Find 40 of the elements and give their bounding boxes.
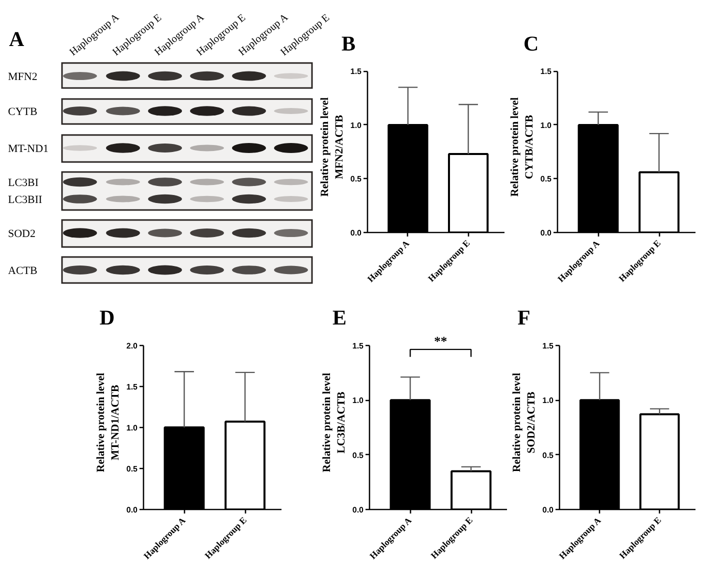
y-axis-title: Relative protein level SOD2/ACTB (510, 372, 538, 472)
y-axis-title: Relative protein level MFN2/ACTB (318, 97, 346, 197)
y-tick-label: 0.5 (542, 450, 554, 460)
y-tick-label: 1.5 (540, 67, 552, 76)
text: CYTB (8, 106, 38, 118)
chart-title: B (342, 32, 356, 56)
annotation: ** (434, 333, 448, 348)
y-tick-label: 0.5 (540, 174, 552, 184)
text: ACTB (8, 265, 38, 277)
y-axis-title: Relative protein level LC3B/ACTB (320, 372, 348, 472)
y-tick-label: 0.5 (352, 450, 364, 460)
chart-title: D (100, 306, 115, 330)
text: MT-ND1 (8, 143, 49, 155)
y-tick-label: 1.0 (352, 396, 364, 406)
y-tick-label: 0.0 (350, 228, 362, 238)
y-tick-label: 0.5 (350, 174, 362, 184)
y-tick-label: 1.5 (126, 382, 138, 392)
y-tick-label: 1.5 (352, 341, 364, 350)
y-tick-label: 1.0 (542, 396, 554, 406)
y-axis-title: Relative protein level MT-ND1/ACTB (94, 372, 122, 472)
y-tick-label: 0.0 (126, 506, 138, 514)
y-tick-label: 0.0 (542, 506, 554, 514)
y-tick-label: 1.5 (542, 341, 554, 350)
y-tick-label: 0.0 (540, 228, 552, 238)
text: SOD2 (8, 228, 36, 240)
text: LC3BII (8, 194, 43, 206)
y-tick-label: 1.0 (350, 120, 362, 130)
y-tick-label: 1.0 (126, 423, 138, 432)
chart-title: F (518, 306, 530, 330)
y-tick-label: 1.0 (540, 120, 552, 130)
y-tick-label: 1.5 (350, 67, 362, 76)
y-tick-label: 0.5 (126, 464, 138, 474)
chart-title: C (524, 32, 539, 56)
text: A (9, 27, 25, 51)
chart-title: E (332, 306, 347, 330)
y-tick-label: 2.0 (126, 341, 138, 350)
text: MFN2 (8, 71, 38, 83)
y-axis-title: Relative protein level CYTB/ACTB (508, 97, 536, 197)
y-tick-label: 0.0 (352, 506, 364, 514)
text: LC3BI (8, 177, 39, 189)
